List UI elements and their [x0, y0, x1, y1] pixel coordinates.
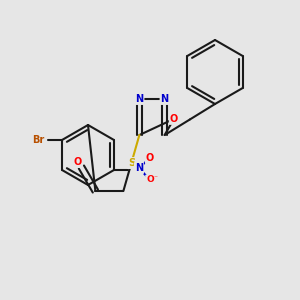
Text: N: N: [160, 94, 169, 104]
Text: Br: Br: [32, 135, 44, 145]
Text: O: O: [73, 157, 82, 167]
Text: S: S: [128, 158, 135, 168]
Text: O: O: [170, 114, 178, 124]
Text: O: O: [146, 176, 154, 184]
Text: N: N: [135, 94, 143, 104]
Text: N: N: [135, 163, 143, 173]
Text: ⁻: ⁻: [154, 173, 158, 182]
Text: O: O: [146, 153, 154, 163]
